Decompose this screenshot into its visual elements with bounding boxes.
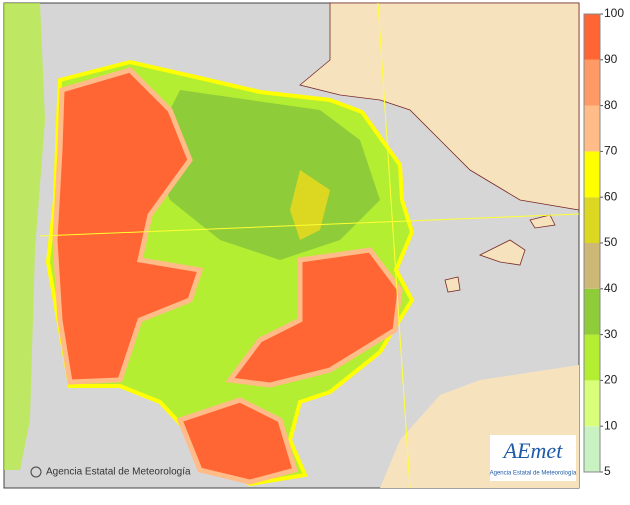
legend-tick-label: 80 [604, 98, 618, 112]
meridian [377, 2, 411, 489]
menorca [529, 214, 556, 229]
map [3, 2, 580, 489]
legend-tick-label: 10 [604, 418, 618, 432]
legend-band [584, 197, 600, 243]
legend-tick-label: 20 [604, 373, 618, 387]
logo: AEmet [502, 438, 564, 463]
parallel [39, 213, 580, 237]
legend-band [584, 105, 600, 152]
ibiza [444, 276, 461, 293]
legend-tick-label: 100 [604, 6, 624, 20]
logo-subtitle: Agencia Estatal de Meteorología [490, 471, 577, 477]
legend-band [584, 334, 600, 381]
legend-band [584, 426, 600, 472]
south-field [176, 397, 299, 485]
legend-tick-label: 40 [604, 281, 618, 295]
atlantic-field [4, 3, 45, 470]
legend-frame [583, 13, 601, 473]
mallorca [478, 239, 526, 266]
france [299, 2, 580, 211]
logo-box [490, 435, 576, 481]
legend-band [584, 59, 600, 106]
legend-band [584, 151, 600, 198]
legend-band [584, 243, 600, 289]
yellow-field [290, 170, 330, 240]
west-field [52, 67, 204, 385]
legend-band [584, 380, 600, 427]
legend-tick-label: 70 [604, 144, 618, 158]
legend-tick-label: 60 [604, 189, 618, 203]
legend-band [584, 288, 600, 335]
southeast-field [225, 247, 403, 388]
legend-band [584, 14, 600, 60]
copyright-icon [30, 466, 42, 478]
legend-tick-label: 50 [604, 235, 618, 249]
legend-tick-label: 30 [604, 327, 618, 341]
legend-tick-label: 5 [604, 464, 611, 478]
legend-tick-label: 90 [604, 52, 618, 66]
legend: 5 10 20 30 40 50 60 70 80 90 100 [583, 6, 624, 478]
credit: Agencia Estatal de Meteorología [46, 467, 191, 478]
